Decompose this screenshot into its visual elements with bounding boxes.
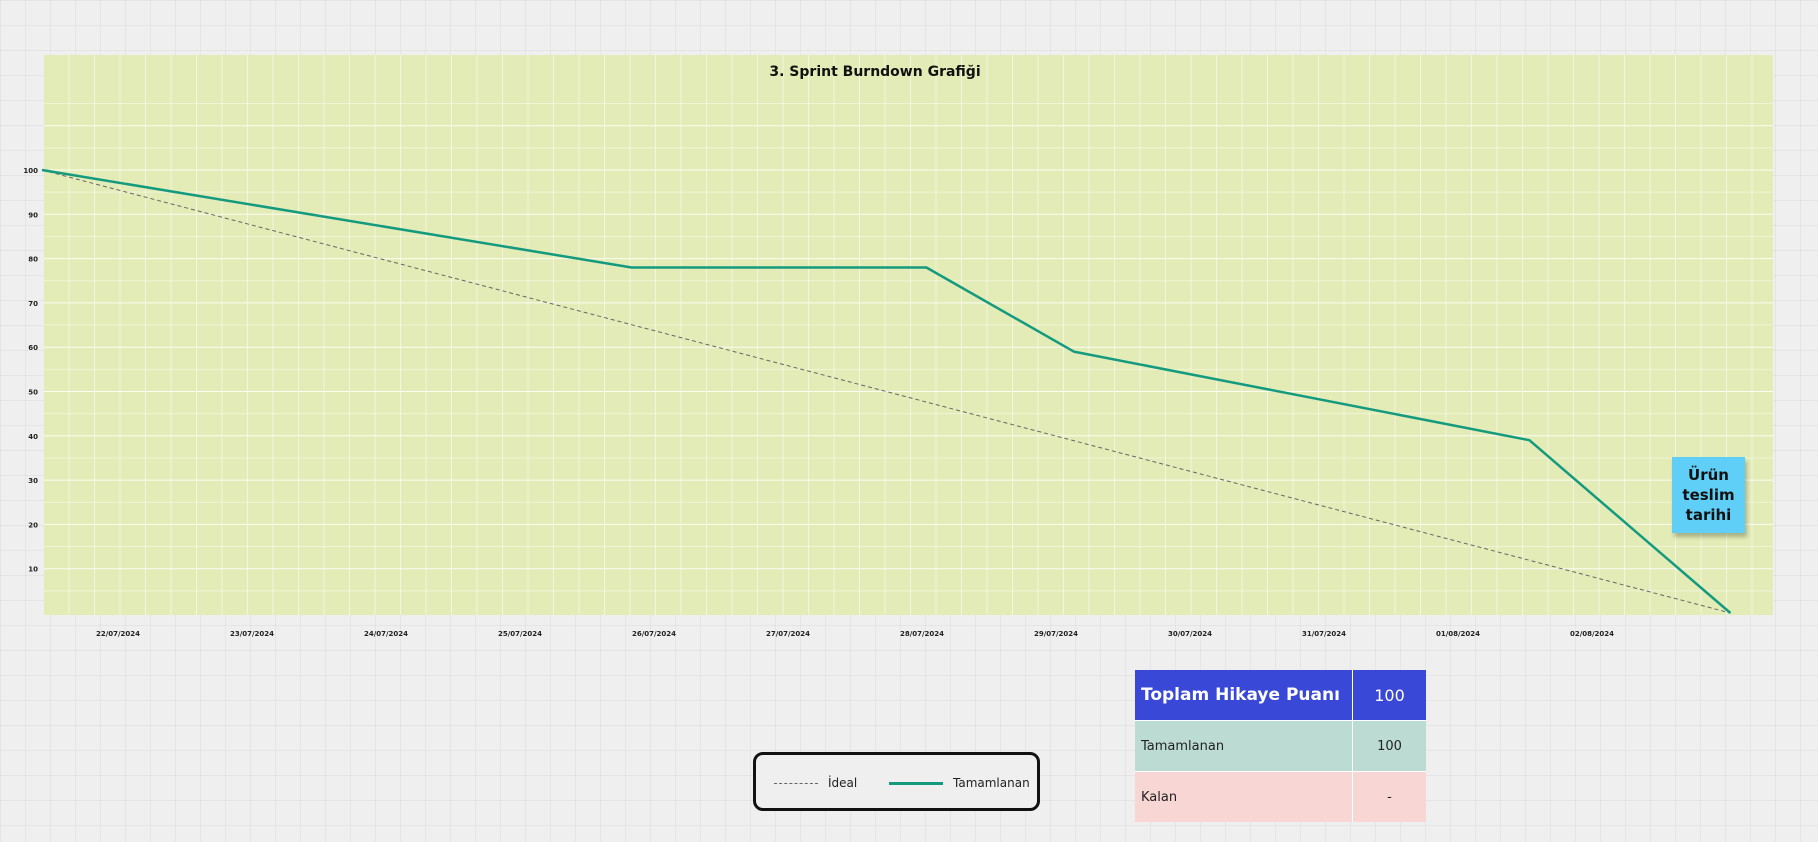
x-tick-label: 31/07/2024 bbox=[1302, 630, 1346, 638]
x-tick-label: 22/07/2024 bbox=[96, 630, 140, 638]
legend-item-ideal: İdeal bbox=[774, 773, 857, 793]
legend-label-completed: Tamamlanan bbox=[953, 776, 1030, 790]
x-tick-label: 28/07/2024 bbox=[900, 630, 944, 638]
total-points-value: 100 bbox=[1374, 685, 1405, 705]
x-tick-label: 26/07/2024 bbox=[632, 630, 676, 638]
delivery-date-sticky-note[interactable]: Ürün teslim tarihi bbox=[1672, 457, 1745, 533]
story-points-summary-table: Toplam Hikaye Puanı 100 Tamamlanan 100 K… bbox=[1135, 670, 1426, 822]
y-tick-label: 50 bbox=[28, 389, 38, 397]
chart-title: 3. Sprint Burndown Grafiği bbox=[769, 64, 980, 80]
x-tick-label: 24/07/2024 bbox=[364, 630, 408, 638]
x-tick-label: 01/08/2024 bbox=[1436, 630, 1480, 638]
y-tick-label: 10 bbox=[28, 566, 38, 574]
completed-label: Tamamlanan bbox=[1135, 721, 1353, 771]
y-tick-label: 20 bbox=[28, 521, 38, 529]
sticky-note-text: Ürün teslim tarihi bbox=[1682, 466, 1735, 524]
series-line-ideal bbox=[41, 169, 1731, 614]
y-tick-label: 80 bbox=[28, 256, 38, 264]
remaining-value: - bbox=[1387, 789, 1392, 805]
y-tick-label: 100 bbox=[23, 167, 38, 175]
y-tick-label: 90 bbox=[28, 211, 38, 219]
x-tick-label: 02/08/2024 bbox=[1570, 630, 1614, 638]
dashed-line-icon bbox=[774, 782, 818, 784]
summary-row-completed: Tamamlanan 100 bbox=[1135, 721, 1426, 772]
plot-area bbox=[44, 55, 1773, 615]
total-points-label: Toplam Hikaye Puanı bbox=[1135, 670, 1353, 720]
summary-row-remaining: Kalan - bbox=[1135, 772, 1426, 822]
y-tick-label: 30 bbox=[28, 477, 38, 485]
x-tick-label: 23/07/2024 bbox=[230, 630, 274, 638]
x-tick-label: 25/07/2024 bbox=[498, 630, 542, 638]
legend-item-completed: Tamamlanan bbox=[889, 773, 1030, 793]
legend-label-ideal: İdeal bbox=[828, 776, 858, 790]
solid-line-icon bbox=[889, 781, 943, 785]
completed-value: 100 bbox=[1377, 738, 1402, 754]
x-tick-label: 30/07/2024 bbox=[1168, 630, 1212, 638]
summary-row-total: Toplam Hikaye Puanı 100 bbox=[1135, 670, 1426, 721]
y-tick-label: 60 bbox=[28, 344, 38, 352]
y-tick-label: 40 bbox=[28, 433, 38, 441]
x-tick-label: 27/07/2024 bbox=[766, 630, 810, 638]
chart-legend: İdeal Tamamlanan bbox=[753, 752, 1040, 811]
y-tick-label: 70 bbox=[28, 300, 38, 308]
remaining-label: Kalan bbox=[1135, 772, 1353, 822]
series-line-completed bbox=[41, 168, 1732, 614]
x-tick-label: 29/07/2024 bbox=[1034, 630, 1078, 638]
